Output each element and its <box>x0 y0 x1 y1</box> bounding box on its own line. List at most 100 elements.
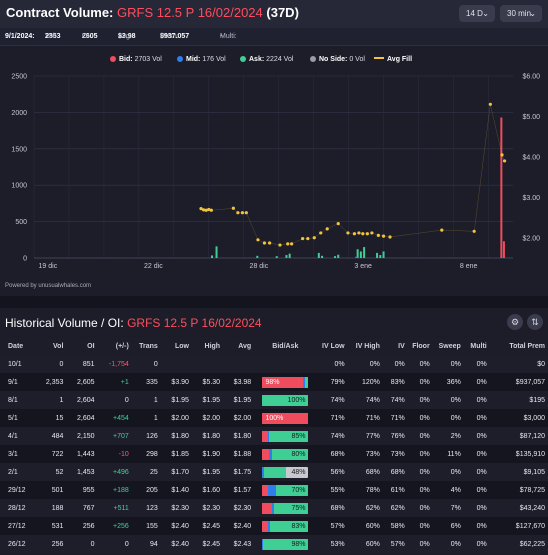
bid-ask-bid-segment <box>262 484 268 496</box>
stats-vol: Vol: 2353 <box>45 33 61 40</box>
collapse-icon[interactable]: ⇅ <box>527 314 543 330</box>
column-header[interactable]: Multi <box>463 337 490 355</box>
cell-floor: 0% <box>407 445 433 463</box>
filter-settings-icon[interactable]: ⚙ <box>507 314 523 330</box>
bid-ask-bar: 70% <box>262 484 309 496</box>
range-select[interactable]: 14 D ⌄ <box>459 5 495 22</box>
avg-fill-point <box>240 211 245 215</box>
y-left-tick-label: 2000 <box>11 110 27 117</box>
volume-chart-svg: 0 500 1000 1500 2000 2500 $2.00 $3.00 $4.00 $5.00… <box>11 74 540 271</box>
bid-ask-cell <box>254 355 317 373</box>
legend-avg-fill-swatch <box>374 57 384 59</box>
column-header[interactable]: Avg <box>223 337 255 355</box>
cell-oi: 1,453 <box>66 463 98 481</box>
table-row[interactable]: 27/12 531 256 +256 155 $2.40 $2.45 $2.40 83% 57% 6… <box>0 517 548 535</box>
cell-vol: 2,353 <box>37 373 67 391</box>
volume-bar-ask <box>285 255 288 258</box>
table-row[interactable]: 29/12 501 955 +188 205 $1.40 $1.60 $1.57 70% 55% 7… <box>0 481 548 499</box>
bid-ask-cell: 75% <box>254 499 317 517</box>
volume-bar-ask <box>363 247 366 258</box>
volume-bar-ask <box>356 249 359 258</box>
column-header[interactable]: Floor <box>407 337 433 355</box>
cell-iv-low: 68% <box>316 445 348 463</box>
cell-floor: 0% <box>407 517 433 535</box>
contract-name: GRFS 12.5 P 16/02/2024 <box>117 5 263 20</box>
historical-header: Historical Volume / OI: GRFS 12.5 P 16/0… <box>0 308 548 336</box>
stats-date: 9/1/2024: <box>5 33 35 40</box>
bid-ask-ask-segment <box>263 538 309 550</box>
powered-by[interactable]: Powered by unusualwhales.com <box>5 283 92 289</box>
column-header[interactable]: Low <box>160 337 192 355</box>
cell-iv: 76% <box>382 427 408 445</box>
legend-no-side[interactable]: No Side: 0 Vol <box>310 56 365 63</box>
cell-prem: $195 <box>489 391 548 409</box>
cell-chg: 0 <box>97 535 132 553</box>
stats-oi: OI: 2605 <box>82 33 98 40</box>
column-header[interactable]: Vol <box>37 337 67 355</box>
avg-fill-point <box>244 211 248 215</box>
bid-ask-ask-segment <box>305 376 309 388</box>
cell-prem: $87,120 <box>489 427 548 445</box>
table-row[interactable]: 3/1 722 1,443 -10 298 $1.85 $1.90 $1.88 80% 68% 73… <box>0 445 548 463</box>
column-header[interactable]: IV Low <box>316 337 348 355</box>
interval-select[interactable]: 30 min ⌄ <box>500 5 542 22</box>
avg-fill-point <box>357 231 361 235</box>
table-row[interactable]: 9/1 2,353 2,605 +1 335 $3.90 $5.30 $3.98 98% 79% 1… <box>0 373 548 391</box>
cell-high: $1.90 <box>191 445 224 463</box>
avg-fill-point <box>500 153 504 157</box>
bid-ask-percent: 98% <box>265 378 280 386</box>
column-header[interactable]: (+/-) <box>97 337 132 355</box>
cell-low: $1.85 <box>160 445 192 463</box>
table-row[interactable]: 28/12 188 767 +511 123 $2.30 $2.30 $2.30 75% 68% 6… <box>0 499 548 517</box>
cell-iv-low: 68% <box>316 499 348 517</box>
bid-ask-percent: 75% <box>291 504 306 512</box>
bid-ask-bid-segment <box>262 448 270 460</box>
legend-avg-fill[interactable]: Avg Fill <box>374 56 412 63</box>
column-header[interactable]: Sweep <box>432 337 464 355</box>
cell-high: $1.80 <box>191 427 224 445</box>
cell-prem: $78,725 <box>489 481 548 499</box>
interval-select-value: 30 min <box>507 9 532 18</box>
legend-mid[interactable]: Mid: 176 Vol <box>177 56 226 63</box>
historical-title: Historical Volume / OI: GRFS 12.5 P 16/0… <box>5 316 262 330</box>
y-right-tick-label: $6.00 <box>522 74 540 81</box>
legend-ask[interactable]: Ask: 2224 Vol <box>240 56 293 63</box>
avg-fill-point <box>306 236 310 241</box>
cell-oi: 1,443 <box>66 445 98 463</box>
y-left-tick-label: 1500 <box>11 146 27 153</box>
cell-chg: +454 <box>97 409 132 427</box>
bid-ask-percent: 98% <box>291 540 306 548</box>
bid-ask-cell: 98% <box>254 373 317 391</box>
y-left-tick-label: 500 <box>15 219 27 226</box>
cell-iv-high: 77% <box>347 427 383 445</box>
column-header[interactable]: Total Prem <box>489 337 548 355</box>
column-header[interactable]: Trans <box>131 337 161 355</box>
cell-sweep: 7% <box>432 499 464 517</box>
table-row[interactable]: 8/1 1 2,604 0 1 $1.95 $1.95 $1.95 100% 74% 74% 74% 0… <box>0 391 548 409</box>
bid-ask-bar: 48% <box>262 466 309 478</box>
column-header[interactable]: IV <box>382 337 408 355</box>
column-header[interactable]: IV High <box>347 337 383 355</box>
page-title: Contract Volume: GRFS 12.5 P 16/02/2024 … <box>6 5 299 20</box>
cell-iv-high: 78% <box>347 481 383 499</box>
cell-avg: $2.43 <box>223 535 255 553</box>
range-select-value: 14 D <box>466 9 483 18</box>
table-row[interactable]: 26/12 256 0 0 94 $2.40 $2.45 $2.43 98% 53% 60% 57% 0… <box>0 535 548 553</box>
bid-ask-cell: 48% <box>254 463 317 481</box>
x-tick-label: 22 dic <box>144 263 163 270</box>
avg-fill-point <box>376 233 380 237</box>
table-row[interactable]: 5/1 15 2,604 +454 1 $2.00 $2.00 $2.00 100% 71% 71%… <box>0 409 548 427</box>
cell-trans: 155 <box>131 517 161 535</box>
y-left-tick-label: 2500 <box>11 74 27 81</box>
legend-bid[interactable]: Bid: 2703 Vol <box>110 56 162 63</box>
table-row[interactable]: 10/1 0 851 -1,754 0 0% 0% 0% 0% 0% 0% $0 <box>0 355 548 373</box>
column-header[interactable]: Bid/Ask <box>254 337 317 355</box>
column-header[interactable]: OI <box>66 337 98 355</box>
table-row[interactable]: 2/1 52 1,453 +496 25 $1.70 $1.95 $1.75 48% 56% 68%… <box>0 463 548 481</box>
avg-fill-point <box>365 232 369 236</box>
table-row[interactable]: 4/1 484 2,150 +707 126 $1.80 $1.80 $1.80 85% 74% 7… <box>0 427 548 445</box>
column-header[interactable]: Date <box>0 337 38 355</box>
cell-avg: $2.40 <box>223 517 255 535</box>
column-header[interactable]: High <box>191 337 224 355</box>
stats-prem: Prem: $937.057 <box>160 33 190 40</box>
